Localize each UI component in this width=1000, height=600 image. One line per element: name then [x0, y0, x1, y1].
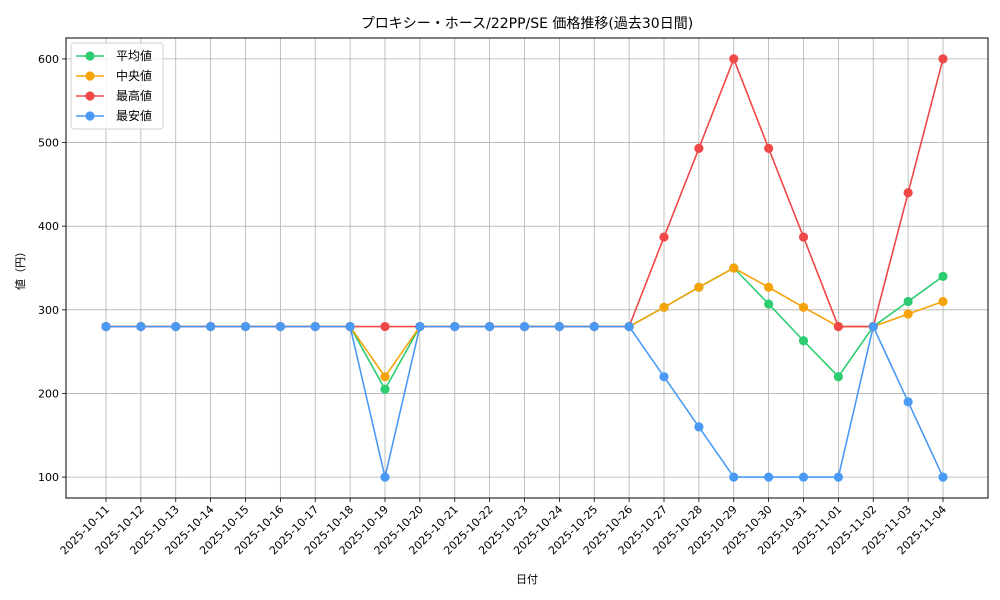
- data-point-marker: [764, 299, 774, 309]
- y-tick-label: 300: [38, 304, 59, 317]
- data-point-marker: [833, 472, 843, 482]
- data-point-marker: [798, 472, 809, 482]
- data-point-marker: [798, 232, 809, 242]
- data-point-marker: [903, 296, 913, 307]
- data-point-marker: [136, 321, 146, 332]
- data-point-marker: [171, 321, 181, 332]
- data-point-marker: [694, 143, 704, 153]
- data-point-marker: [659, 232, 669, 242]
- legend-item: 平均値: [76, 48, 152, 63]
- data-point-marker: [833, 321, 843, 332]
- x-axis-label: 日付: [516, 573, 538, 586]
- legend-label: 平均値: [116, 48, 152, 63]
- legend-marker-icon: [85, 91, 95, 101]
- legend-box: [70, 42, 164, 130]
- y-tick-label: 100: [38, 471, 59, 484]
- data-point-marker: [938, 271, 948, 281]
- legend-marker-icon: [85, 111, 95, 121]
- data-point-marker: [903, 309, 913, 319]
- data-point-marker: [694, 422, 704, 432]
- data-point-marker: [554, 321, 564, 332]
- legend-item: 最高値: [76, 88, 152, 103]
- data-point-marker: [485, 321, 495, 332]
- data-point-marker: [589, 321, 599, 332]
- data-point-marker: [450, 321, 460, 332]
- y-tick-label: 600: [38, 53, 59, 66]
- data-series: [101, 54, 948, 482]
- y-axis-label: 値（円）: [14, 246, 27, 290]
- data-point-marker: [101, 321, 111, 332]
- y-tick-label: 200: [38, 387, 59, 400]
- data-point-marker: [833, 372, 843, 382]
- legend-label: 最高値: [116, 88, 152, 103]
- y-tick-label: 400: [38, 220, 59, 233]
- data-point-marker: [380, 384, 390, 394]
- data-point-marker: [659, 302, 669, 312]
- data-point-marker: [659, 372, 669, 382]
- plot-frame: [65, 37, 989, 499]
- data-point-marker: [798, 302, 809, 312]
- data-point-marker: [764, 143, 774, 153]
- data-point-marker: [345, 321, 355, 332]
- data-point-marker: [729, 54, 739, 64]
- chart-title: プロキシー・ホース/22PP/SE 価格推移(過去30日間): [361, 16, 693, 32]
- data-point-marker: [764, 472, 774, 482]
- legend-label: 中央値: [116, 68, 152, 83]
- data-point-marker: [764, 282, 774, 292]
- data-point-marker: [694, 282, 704, 292]
- data-point-marker: [938, 54, 948, 64]
- data-point-marker: [624, 321, 634, 332]
- data-point-marker: [938, 472, 948, 482]
- data-point-marker: [798, 336, 809, 346]
- legend-marker-icon: [85, 71, 95, 81]
- legend-label: 最安値: [116, 108, 152, 123]
- data-point-marker: [519, 321, 530, 332]
- data-point-marker: [240, 321, 251, 332]
- data-point-marker: [903, 188, 913, 198]
- data-point-marker: [275, 321, 285, 332]
- data-point-marker: [380, 472, 390, 482]
- data-point-marker: [729, 472, 739, 482]
- data-point-marker: [380, 321, 390, 332]
- y-tick-label: 500: [38, 137, 59, 150]
- data-point-marker: [903, 397, 913, 407]
- legend-item: 中央値: [76, 68, 152, 83]
- data-point-marker: [868, 321, 878, 332]
- legend-marker-icon: [85, 51, 95, 61]
- data-point-marker: [938, 296, 948, 307]
- series-4: [101, 321, 948, 482]
- legend-item: 最安値: [76, 108, 152, 123]
- data-point-marker: [729, 263, 739, 273]
- y-axis-ticks: 100 200 300 400 500 600: [38, 53, 66, 484]
- data-point-marker: [380, 372, 390, 382]
- data-point-marker: [310, 321, 320, 332]
- data-point-marker: [206, 321, 216, 332]
- data-point-marker: [415, 321, 425, 332]
